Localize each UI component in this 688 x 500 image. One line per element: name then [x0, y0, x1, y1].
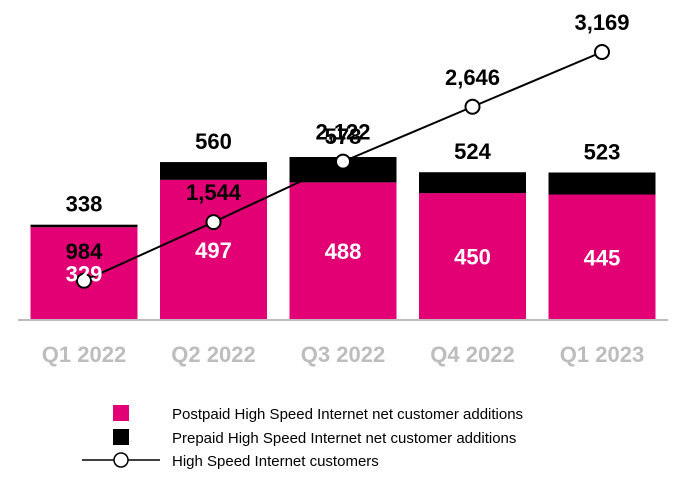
- bar-prepaid-4: [419, 172, 526, 194]
- bar-postpaid-2: [160, 179, 267, 320]
- line-value-label-5: 3,169: [574, 10, 629, 35]
- bar-total-label-4: 524: [454, 139, 491, 164]
- legend-label-hsi: High Speed Internet customers: [172, 453, 379, 470]
- category-label-1: Q1 2022: [42, 342, 126, 367]
- postpaid-value-label-3: 488: [325, 239, 362, 264]
- line-value-label-1: 984: [66, 239, 103, 264]
- bar-postpaid-3: [289, 182, 397, 320]
- legend-label-postpaid: Postpaid High Speed Internet net custome…: [172, 406, 523, 423]
- line-value-label-3: 2,122: [315, 120, 370, 145]
- bar-postpaid-5: [548, 194, 656, 320]
- legend-marker-hsi: [113, 452, 129, 468]
- line-point-3: [335, 153, 351, 170]
- line-value-label-4: 2,646: [445, 65, 500, 90]
- bars-layer: [30, 157, 656, 320]
- line-point-2: [205, 214, 222, 231]
- bar-total-label-1: 338: [66, 192, 103, 217]
- bar-prepaid-1: [30, 224, 138, 228]
- legend-swatch-prepaid: [113, 429, 129, 445]
- bar-prepaid-5: [548, 172, 656, 195]
- legend: Postpaid High Speed Internet net custome…: [82, 405, 523, 470]
- labels-layer: 329 338 Q1 2022 497 560 Q2 2022 488 578 Q3 2022 4…: [42, 10, 644, 367]
- legend-label-prepaid: Prepaid High Speed Internet net customer…: [172, 430, 516, 447]
- postpaid-value-label-1: 329: [66, 262, 103, 287]
- line-point-5: [594, 44, 610, 60]
- category-label-3: Q3 2022: [301, 342, 385, 367]
- legend-swatch-postpaid: [113, 405, 129, 421]
- postpaid-value-label-4: 450: [454, 245, 491, 270]
- postpaid-value-label-5: 445: [584, 245, 621, 270]
- bar-total-label-2: 560: [195, 129, 232, 154]
- postpaid-value-label-2: 497: [195, 238, 232, 263]
- line-point-1: [76, 272, 92, 289]
- bar-total-label-3: 578: [325, 124, 362, 149]
- category-label-2: Q2 2022: [171, 342, 255, 367]
- bar-total-label-5: 523: [584, 140, 621, 165]
- line-value-label-2: 1,544: [186, 180, 242, 205]
- line-layer: [76, 44, 610, 289]
- bar-prepaid-2: [160, 162, 267, 180]
- category-label-4: Q4 2022: [430, 342, 514, 367]
- category-label-5: Q1 2023: [560, 342, 644, 367]
- bar-postpaid-4: [419, 193, 526, 320]
- line-point-4: [464, 98, 481, 115]
